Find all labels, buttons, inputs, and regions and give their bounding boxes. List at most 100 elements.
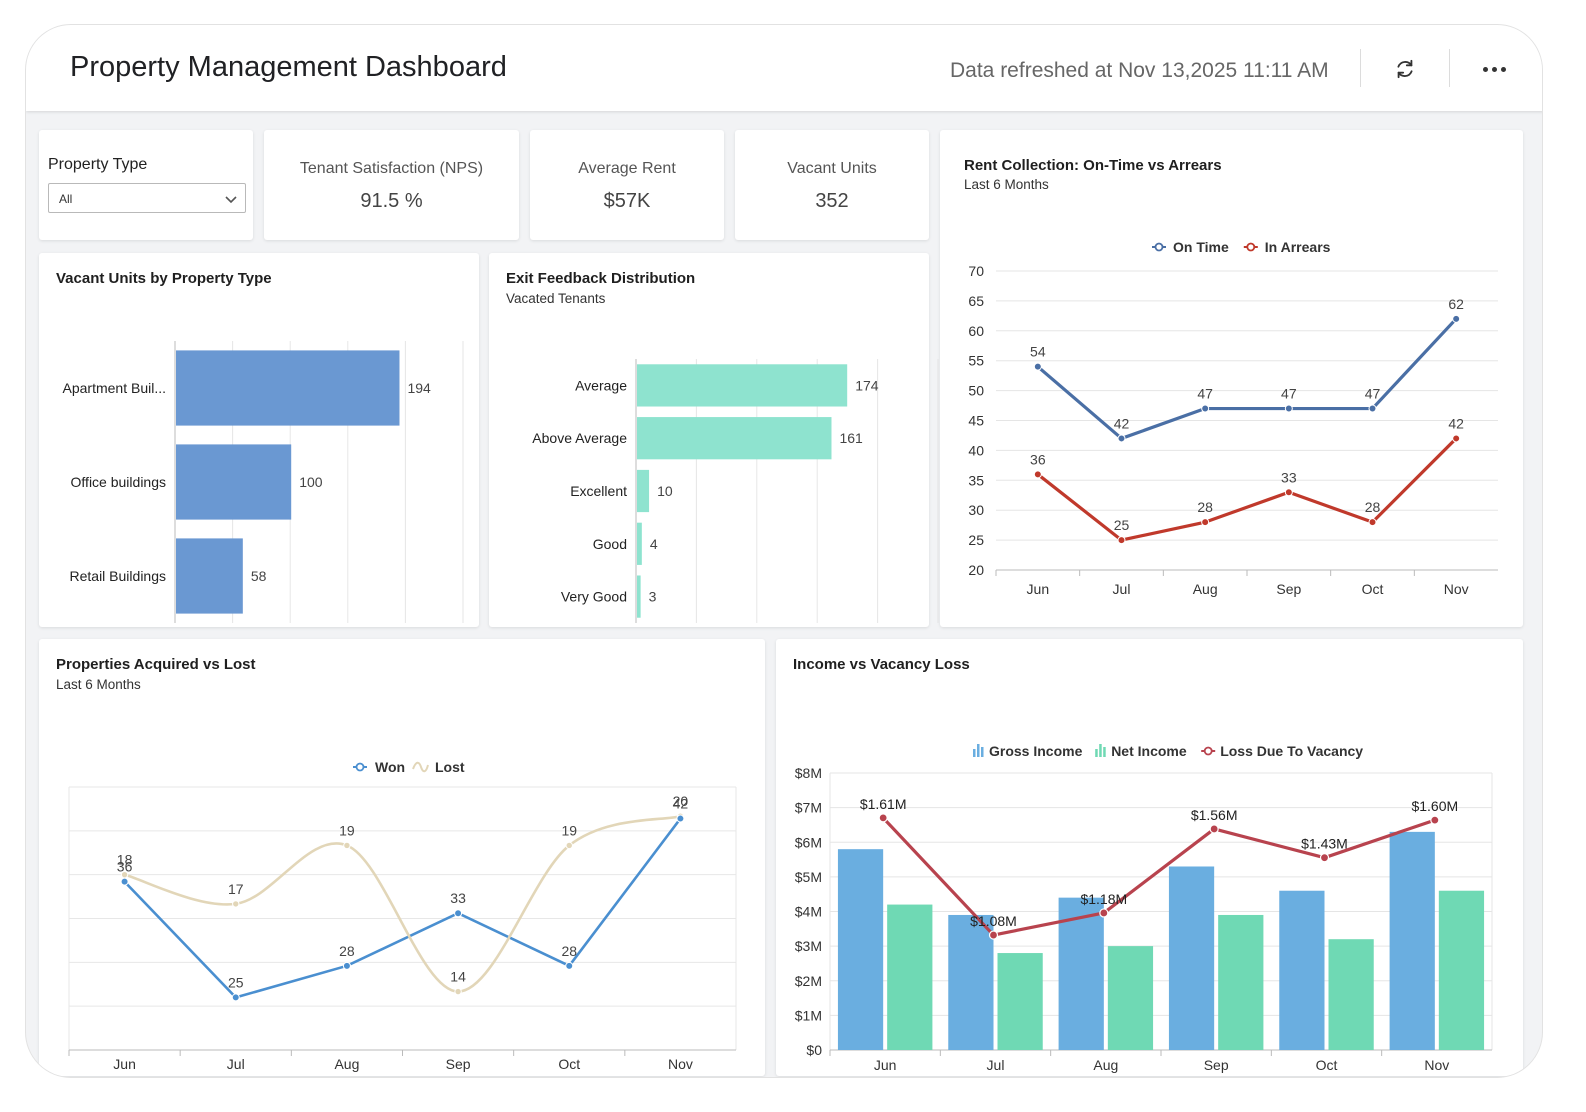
data-label: 36: [117, 859, 133, 875]
legend-marker: [977, 744, 980, 757]
data-point: [231, 993, 240, 1002]
data-label: 25: [1114, 517, 1130, 533]
data-point: [1033, 470, 1042, 479]
x-tick-label: Jun: [1027, 581, 1050, 597]
dashboard-frame: Property Management Dashboard Data refre…: [25, 24, 1543, 1078]
bar: [176, 444, 292, 520]
data-label: 42: [1114, 415, 1130, 431]
vacant-units-chart: Apartment Buil... 194 Office buildings 100 R…: [63, 341, 464, 623]
data-label: 28: [339, 943, 355, 959]
data-point: [1033, 362, 1042, 371]
data-point: [1430, 815, 1440, 825]
bar: [637, 364, 848, 407]
legend-marker: [412, 761, 429, 773]
page-title: Property Management Dashboard: [70, 51, 507, 83]
data-point: [878, 813, 888, 823]
y-tick-label: 35: [968, 472, 984, 488]
data-point: [232, 900, 240, 908]
legend-label: Loss Due To Vacancy: [1220, 743, 1363, 759]
data-point: [565, 841, 573, 850]
data-point: [342, 961, 351, 970]
data-label: 42: [1448, 415, 1464, 431]
x-tick-label: Jun: [874, 1057, 897, 1073]
property-type-select[interactable]: All: [48, 183, 246, 213]
more-button[interactable]: [1478, 53, 1510, 85]
category-label: Retail Buildings: [70, 568, 167, 584]
x-tick-label: Nov: [1444, 581, 1469, 597]
bar-gross-income: [948, 914, 994, 1050]
data-point: [1201, 518, 1210, 527]
y-tick-label: 65: [968, 293, 984, 309]
data-label: $1.60M: [1411, 798, 1458, 814]
legend-label: Lost: [435, 759, 465, 775]
data-point: [1284, 488, 1293, 497]
legend-label: Gross Income: [989, 743, 1083, 759]
select-value: All: [59, 192, 73, 206]
kpi-card-nps: Tenant Satisfaction (NPS) 91.5 %: [264, 130, 519, 240]
x-tick-label: Sep: [1204, 1057, 1229, 1073]
data-label: 33: [1281, 469, 1297, 485]
category-label: Office buildings: [71, 474, 166, 490]
bar-gross-income: [1058, 897, 1104, 1050]
kpi-label: Vacant Units: [787, 160, 877, 177]
chevron-down-icon: [225, 196, 237, 204]
data-label: 42: [673, 796, 689, 812]
kpi-card-rent: Average Rent $57K: [530, 130, 724, 240]
data-label: 58: [251, 568, 267, 584]
data-point: [1099, 908, 1109, 918]
kpi-label: Average Rent: [578, 160, 676, 177]
data-label: 28: [1197, 499, 1213, 515]
x-tick-label: Jul: [987, 1057, 1005, 1073]
data-point: [1368, 518, 1377, 527]
category-label: Good: [593, 536, 627, 552]
x-tick-label: Jul: [227, 1056, 245, 1072]
bar: [637, 575, 641, 618]
data-label: 47: [1197, 386, 1213, 402]
y-tick-label: $5M: [795, 869, 822, 885]
bar-net-income: [997, 953, 1043, 1050]
card-subtitle: Last 6 Months: [56, 677, 141, 692]
card-title: Exit Feedback Distribution: [506, 270, 696, 287]
data-label: 174: [855, 377, 879, 393]
data-label: $1.61M: [860, 796, 907, 812]
data-label: 194: [407, 380, 431, 396]
data-point: [1117, 434, 1126, 443]
y-tick-label: $7M: [795, 800, 822, 816]
rent-collection-chart: 20 25 30 35 40 45 50 55 60 65 70 Jun Jul Aug Sep Oct Nov…: [968, 239, 1498, 597]
x-tick-label: Oct: [1316, 1057, 1338, 1073]
refresh-icon: [1397, 59, 1413, 79]
data-label: 20: [673, 793, 689, 809]
card-title: Properties Acquired vs Lost: [56, 656, 256, 673]
kpi-value: $57K: [603, 190, 651, 212]
legend-label: Net Income: [1111, 743, 1187, 759]
refresh-button[interactable]: [1389, 53, 1421, 85]
acquired-lost-card: Properties Acquired vs Lost Last 6 Month…: [39, 639, 765, 1076]
data-label: 14: [450, 969, 466, 985]
x-tick-label: Aug: [1093, 1057, 1118, 1073]
data-point: [988, 930, 999, 940]
card-title: Rent Collection: On-Time vs Arrears: [964, 157, 1222, 174]
bar-net-income: [1328, 939, 1374, 1050]
data-label: 17: [228, 881, 244, 897]
series-line-in-arrears: [1036, 437, 1458, 542]
data-label: $1.56M: [1191, 807, 1238, 823]
data-label: 19: [561, 822, 577, 838]
bar: [176, 350, 400, 426]
bar: [637, 417, 832, 460]
data-point: [454, 987, 462, 996]
legend-marker: [1099, 744, 1102, 757]
data-label: $1.08M: [970, 913, 1017, 929]
legend-marker: [981, 747, 984, 757]
bar: [637, 469, 650, 513]
series-line-lost: [124, 814, 681, 993]
x-tick-label: Aug: [334, 1056, 359, 1072]
y-tick-label: 50: [968, 383, 984, 399]
data-point: [1201, 404, 1210, 413]
data-point: [1117, 536, 1126, 545]
x-tick-label: Sep: [1276, 581, 1301, 597]
data-label: 62: [1448, 296, 1464, 312]
header-divider: [1360, 49, 1361, 87]
data-point: [1452, 314, 1461, 323]
bar-gross-income: [837, 849, 884, 1050]
x-tick-label: Jun: [113, 1056, 136, 1072]
